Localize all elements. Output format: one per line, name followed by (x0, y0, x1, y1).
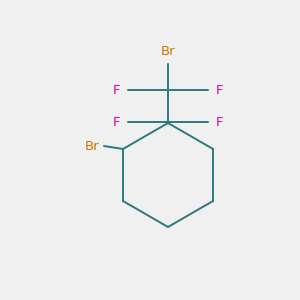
Text: Br: Br (84, 140, 99, 152)
Text: F: F (112, 83, 120, 97)
Text: F: F (216, 83, 224, 97)
Text: Br: Br (161, 45, 175, 58)
Text: F: F (112, 116, 120, 128)
Text: F: F (216, 116, 224, 128)
